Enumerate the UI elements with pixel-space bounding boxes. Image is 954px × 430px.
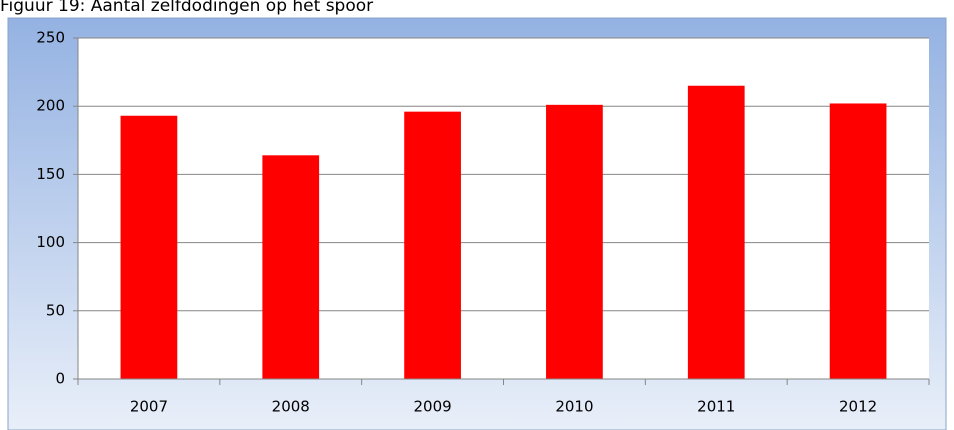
y-tick-label: 0 (55, 370, 65, 388)
bar (829, 103, 887, 380)
bar (687, 85, 745, 380)
x-tick-label: 2012 (839, 398, 877, 416)
plot-area (78, 38, 929, 379)
x-tick-label: 2009 (413, 398, 451, 416)
x-tick-label: 2008 (272, 398, 310, 416)
x-tick-label: 2010 (555, 398, 593, 416)
bar (262, 155, 320, 379)
x-tick-label: 2011 (697, 398, 735, 416)
y-tick-label: 150 (36, 165, 65, 183)
y-tick-label: 50 (46, 301, 65, 319)
chart-title: Figuur 19: Aantal zelfdodingen op het sp… (0, 0, 373, 16)
y-tick-label: 200 (36, 97, 65, 115)
bar (546, 104, 603, 379)
y-tick-label: 250 (36, 29, 65, 47)
bar (404, 111, 461, 379)
y-tick-label: 100 (36, 233, 65, 251)
bar (120, 115, 178, 380)
x-tick-label: 2007 (130, 398, 168, 416)
